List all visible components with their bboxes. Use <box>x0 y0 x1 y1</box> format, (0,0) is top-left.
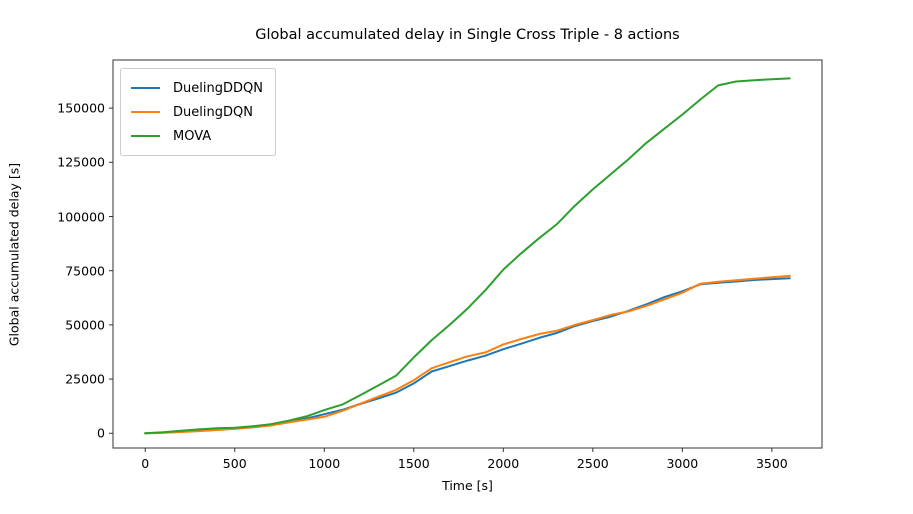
y-tick-label: 125000 <box>57 154 105 170</box>
y-tick-label: 75000 <box>65 263 105 279</box>
y-axis-label: Global accumulated delay [s] <box>6 162 22 347</box>
series-line-mova <box>144 77 791 435</box>
x-tick-label: 2500 <box>576 456 609 471</box>
legend: DuelingDDQN DuelingDQN MOVA <box>120 68 276 156</box>
y-tick-label: 150000 <box>57 100 105 116</box>
x-tick-label: 3000 <box>666 456 699 471</box>
y-tick-label: 100000 <box>57 209 105 224</box>
legend-label: DuelingDDQN <box>173 80 263 96</box>
series-line-duelingdqn <box>144 274 791 435</box>
x-tick-label: 3500 <box>755 456 788 471</box>
legend-entry-duelingddqn: DuelingDDQN <box>131 76 263 100</box>
y-tick-label: 0 <box>97 425 105 441</box>
y-tick-label: 50000 <box>65 317 105 333</box>
legend-line-icon-duelingddqn <box>131 87 160 89</box>
legend-line-icon-mova <box>131 135 160 137</box>
x-tick-label: 1500 <box>397 456 430 471</box>
x-tick-label: 2000 <box>487 456 520 471</box>
y-tick-label: 25000 <box>65 371 105 387</box>
axes-frame <box>112 59 823 449</box>
x-axis-label: Time [s] <box>442 478 493 493</box>
x-tick-label: 0 <box>141 456 150 471</box>
legend-entry-mova: MOVA <box>131 124 263 148</box>
legend-label: MOVA <box>173 128 212 144</box>
legend-entry-duelingdqn: DuelingDQN <box>131 100 263 124</box>
x-tick-label: 1000 <box>308 456 341 471</box>
legend-label: DuelingDQN <box>173 104 253 120</box>
legend-line-icon-duelingdqn <box>131 111 160 113</box>
x-tick-label: 500 <box>222 456 247 471</box>
chart-title: Global accumulated delay in Single Cross… <box>255 27 680 43</box>
